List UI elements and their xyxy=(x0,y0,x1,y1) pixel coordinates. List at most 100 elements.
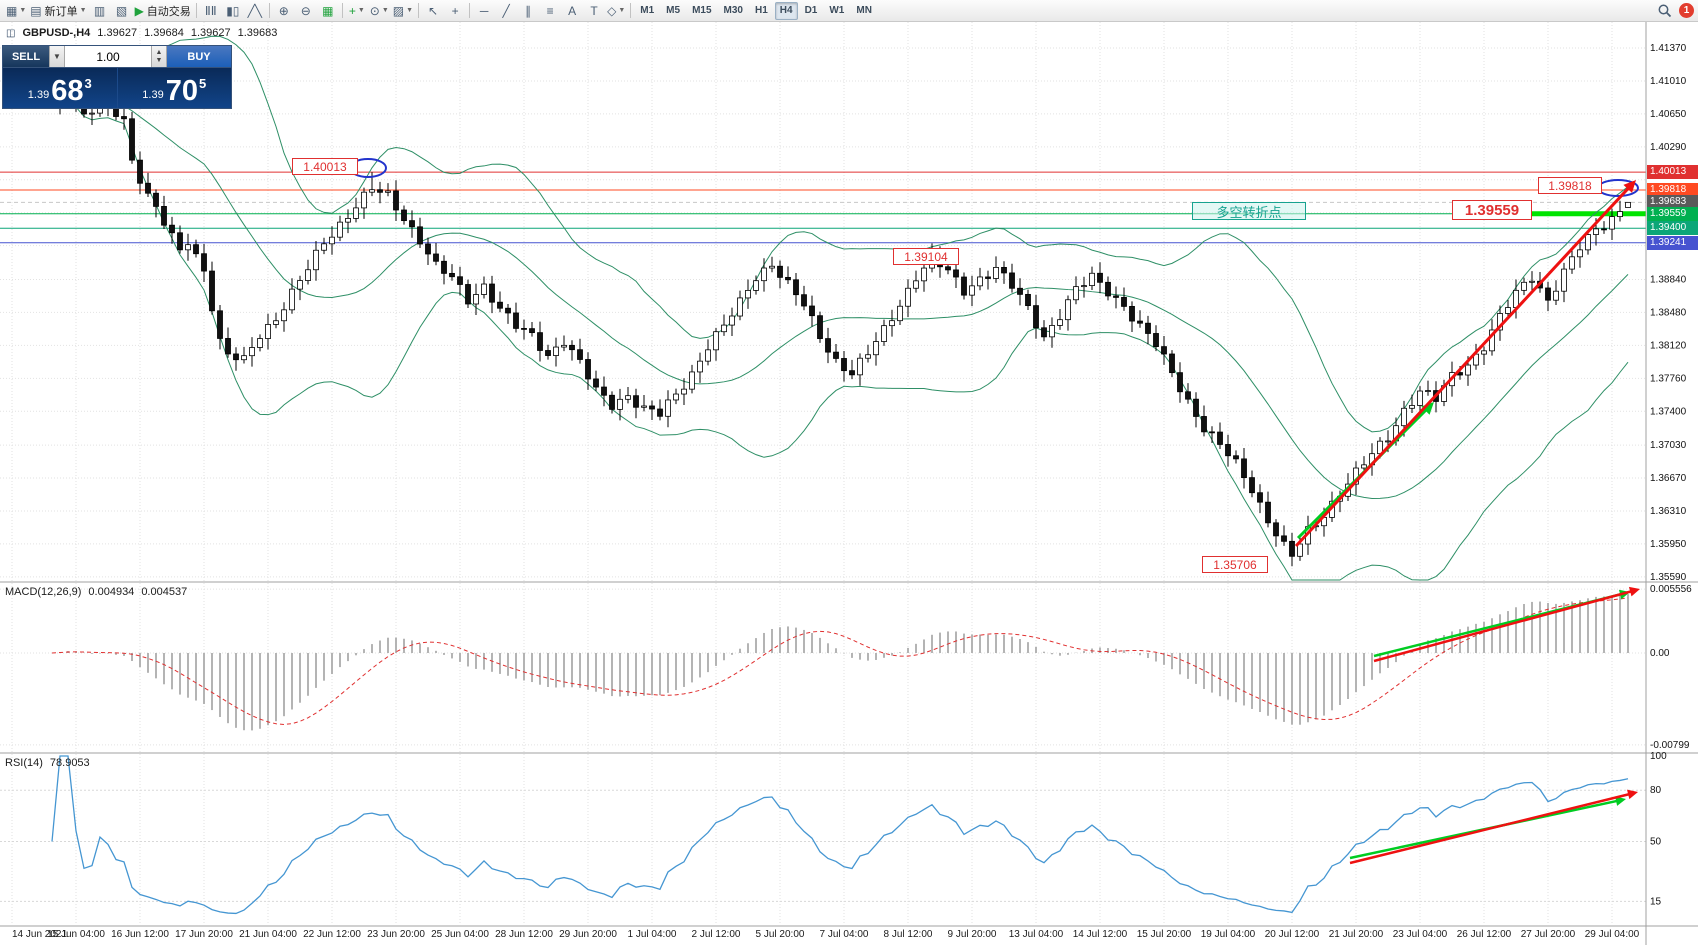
zoom-out-icon[interactable]: ⊖ xyxy=(295,2,317,20)
candle xyxy=(1585,229,1591,255)
trend-arrow[interactable] xyxy=(1294,184,1632,548)
candle xyxy=(833,343,839,363)
candle xyxy=(1529,271,1535,294)
trendline-icon[interactable]: ╱ xyxy=(495,2,517,20)
timeframe-button-h1[interactable]: H1 xyxy=(754,4,768,16)
shapes-icon[interactable]: ◇ ▼ xyxy=(605,2,627,20)
trend-arrow[interactable] xyxy=(1349,792,1632,865)
fibonacci-icon[interactable]: ≡ xyxy=(539,2,561,20)
candle xyxy=(465,279,471,308)
volume-up-icon[interactable]: ▲ xyxy=(155,48,163,56)
candle xyxy=(529,321,535,337)
candle xyxy=(1617,200,1623,222)
candle xyxy=(1265,491,1271,528)
drawings-layer[interactable] xyxy=(349,158,1640,865)
templates-icon[interactable]: ▨ ▼ xyxy=(391,2,415,20)
label-icon[interactable]: T xyxy=(583,2,605,20)
candle xyxy=(841,350,847,382)
chart-window-icon[interactable]: ▥ xyxy=(89,2,111,20)
volume-spinner[interactable]: ▲ ▼ xyxy=(151,46,167,67)
time-axis-label: 26 Jul 12:00 xyxy=(1457,929,1512,940)
candle xyxy=(1601,221,1607,234)
chart-candles-icon[interactable]: ▮▯ xyxy=(222,2,244,20)
candle xyxy=(225,327,231,358)
candle xyxy=(753,275,759,295)
candle xyxy=(1161,336,1167,365)
hline-icon[interactable]: ─ xyxy=(473,2,495,20)
timeframe-button-m30[interactable]: M30 xyxy=(723,4,743,16)
timeframe-button-m1[interactable]: M1 xyxy=(640,4,655,16)
dropdown-caret-icon[interactable]: ▼ xyxy=(19,7,27,14)
notification-badge[interactable]: 1 xyxy=(1679,3,1694,18)
sell-options-caret-icon[interactable]: ▼ xyxy=(49,46,65,67)
timeframe-button-w1[interactable]: W1 xyxy=(829,4,845,16)
new-chart-icon[interactable]: ▦ ▼ xyxy=(4,2,28,20)
crosshair-icon[interactable]: + xyxy=(444,2,466,20)
price-note-140013[interactable]: 1.40013 xyxy=(292,158,358,175)
search-icon[interactable] xyxy=(1657,3,1673,19)
timeframe-button-h4[interactable]: H4 xyxy=(774,1,798,20)
dropdown-caret-icon[interactable]: ▼ xyxy=(618,7,626,14)
candle xyxy=(1257,484,1263,514)
sell-button[interactable]: SELL xyxy=(3,46,49,67)
time-axis-label: 20 Jul 12:00 xyxy=(1265,929,1320,940)
sell-price-display[interactable]: 1.39 68 3 xyxy=(3,68,117,108)
candle xyxy=(993,256,999,283)
candle xyxy=(1041,320,1047,342)
buy-price-display[interactable]: 1.39 70 5 xyxy=(116,68,231,108)
trend-arrow-head xyxy=(1615,796,1626,806)
dropdown-caret-icon[interactable]: ▼ xyxy=(406,7,414,14)
volume-input[interactable]: 1.00 xyxy=(65,46,151,67)
market-depth-icon[interactable]: ▧ xyxy=(111,2,133,20)
zoom-in-icon[interactable]: ⊕ xyxy=(273,2,295,20)
candle xyxy=(409,210,415,238)
candle xyxy=(673,388,679,405)
candle xyxy=(865,344,871,363)
dropdown-caret-icon[interactable]: ▼ xyxy=(381,7,389,14)
tile-windows-icon[interactable]: ▦ xyxy=(317,2,339,20)
trend-arrow[interactable] xyxy=(1373,589,1634,663)
trend-arrow-head xyxy=(1421,402,1434,415)
trend-arrow-head xyxy=(1623,180,1636,193)
buy-price-pips: 70 xyxy=(165,75,198,107)
buy-button[interactable]: BUY xyxy=(167,46,231,67)
candle xyxy=(193,239,199,258)
channel-icon[interactable]: ∥ xyxy=(517,2,539,20)
note-turning-point[interactable]: 多空转折点 xyxy=(1192,202,1306,220)
candle xyxy=(881,319,887,346)
volume-down-icon[interactable]: ▼ xyxy=(155,56,163,64)
candle xyxy=(353,197,359,223)
chart-line-icon[interactable]: ╱╲ xyxy=(244,2,266,20)
hlines-layer xyxy=(0,171,1646,244)
candle xyxy=(1241,447,1247,489)
cursor-icon[interactable]: ↖ xyxy=(422,2,444,20)
new-order-button[interactable]: ▤ 新订单 ▼ xyxy=(28,2,88,20)
chart-bars-icon[interactable]: ⅡⅡ xyxy=(200,2,222,20)
dropdown-caret-icon[interactable]: ▼ xyxy=(79,7,87,14)
text-icon[interactable]: A xyxy=(561,2,583,20)
channel-icon: ∥ xyxy=(525,3,532,18)
timeframe-button-m5[interactable]: M5 xyxy=(666,4,681,16)
trend-arrow-head xyxy=(1628,586,1640,597)
price-axis-label: 1.38840 xyxy=(1650,274,1687,285)
dropdown-caret-icon[interactable]: ▼ xyxy=(357,7,365,14)
candle xyxy=(1521,277,1527,296)
price-note-135706[interactable]: 1.35706 xyxy=(1202,556,1268,573)
price-note-139818[interactable]: 1.39818 xyxy=(1538,177,1602,194)
trend-arrow-head xyxy=(1626,789,1638,800)
candle xyxy=(169,216,175,244)
timeframe-button-m15[interactable]: M15 xyxy=(692,4,712,16)
autotrading-button[interactable]: ▶ 自动交易 xyxy=(133,2,193,20)
timeframe-button-mn[interactable]: MN xyxy=(856,4,872,16)
indicators-icon[interactable]: + ▼ xyxy=(346,2,368,20)
time-axis-label: 29 Jun 20:00 xyxy=(559,929,617,940)
timeframe-button-d1[interactable]: D1 xyxy=(804,4,818,16)
candle xyxy=(913,270,919,293)
periods-icon[interactable]: ⊙ ▼ xyxy=(368,2,391,20)
candle xyxy=(129,111,135,164)
candle xyxy=(713,327,719,361)
symbol-ohlc-readout: ◫ GBPUSD-,H4 1.39627 1.39684 1.39627 1.3… xyxy=(6,27,277,39)
price-note-139559[interactable]: 1.39559 xyxy=(1452,200,1532,220)
price-note-139104[interactable]: 1.39104 xyxy=(893,248,959,265)
